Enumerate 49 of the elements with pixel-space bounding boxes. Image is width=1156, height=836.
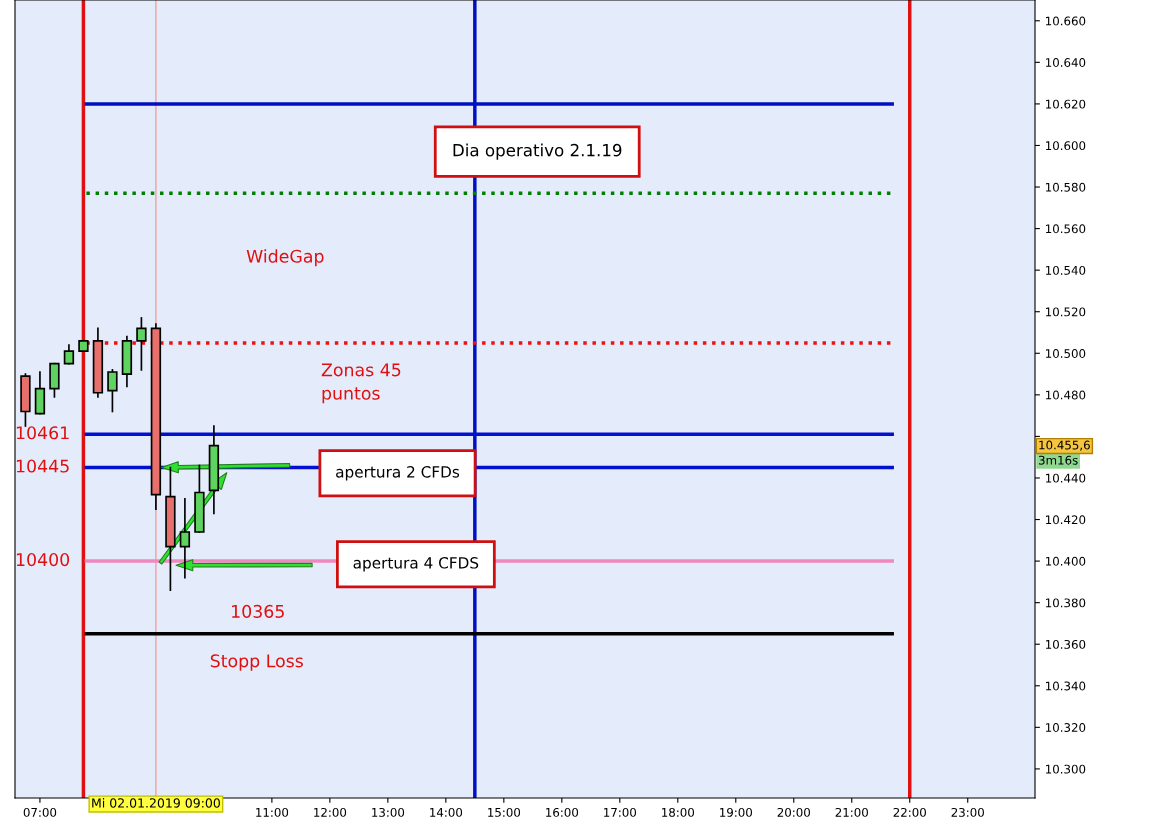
x-tick-label: 15:00 (488, 807, 521, 817)
ref-line-label: Mi 02.01.2019 09:00 (92, 798, 220, 808)
x-tick-label: 22:00 (893, 807, 926, 817)
x-tick-label: 14:00 (430, 807, 463, 817)
annotation: WideGap (246, 249, 324, 267)
x-tick-label: 17:00 (604, 807, 637, 817)
ref-line-label: 10461 (16, 426, 69, 440)
candlestick (179, 497, 191, 579)
y-tick-label: 10.540 (1046, 265, 1086, 275)
ref-line-label: 10400 (16, 553, 70, 567)
y-tick-label: 10.660 (1046, 16, 1086, 26)
y-tick-label: 10.300 (1046, 764, 1086, 774)
x-tick-label: 07:00 (23, 807, 57, 817)
y-tick-label: 10.400 (1046, 556, 1086, 566)
text: 10.455,6 (1039, 440, 1090, 451)
annotation: Stopp Loss (210, 654, 303, 671)
annotation: apertura 4 CFDS (353, 557, 479, 572)
x-tick-label: 21:00 (835, 807, 868, 817)
candlestick (63, 344, 75, 365)
annotation: Zonas 45 puntos (321, 363, 401, 404)
y-tick-label: 10.500 (1046, 349, 1086, 358)
text: Dia operativo 2.1.19 (453, 143, 622, 160)
y-tick-label: 10.320 (1046, 723, 1086, 732)
y-tick-label: 10.620 (1046, 99, 1086, 109)
x-tick-label: 13:00 (372, 807, 405, 817)
x-tick-label: 20:00 (777, 807, 810, 817)
y-tick-label: 10.480 (1046, 390, 1086, 400)
y-tick-label: 10.560 (1046, 224, 1086, 234)
y-tick-label: 10.600 (1046, 141, 1086, 151)
x-tick-label: 19:00 (720, 807, 753, 817)
ref-line-label: 10445 (16, 459, 69, 473)
y-tick-label: 10.340 (1046, 681, 1086, 691)
y-tick-label: 10.520 (1046, 307, 1086, 317)
x-tick-label: 23:00 (951, 807, 984, 817)
ref-line-label: 10365 (232, 604, 284, 618)
y-tick-label: 10.360 (1046, 639, 1086, 649)
x-tick-label: 18:00 (662, 807, 695, 817)
x-tick-label: 12:00 (314, 807, 347, 817)
y-tick-label: 10.580 (1046, 182, 1086, 192)
candlestick (136, 317, 147, 371)
y-tick-label: 10.380 (1046, 598, 1086, 608)
text: 3m16s (1038, 455, 1078, 465)
candlestick (107, 369, 118, 413)
x-tick-label: 16:00 (546, 807, 579, 817)
y-tick-label: 10.420 (1046, 515, 1086, 525)
y-tick-label: 10.640 (1046, 58, 1086, 67)
y-tick-label: 10.440 (1046, 473, 1086, 483)
annotation: apertura 2 CFDs (336, 466, 460, 481)
x-tick-label: 11:00 (256, 807, 289, 817)
